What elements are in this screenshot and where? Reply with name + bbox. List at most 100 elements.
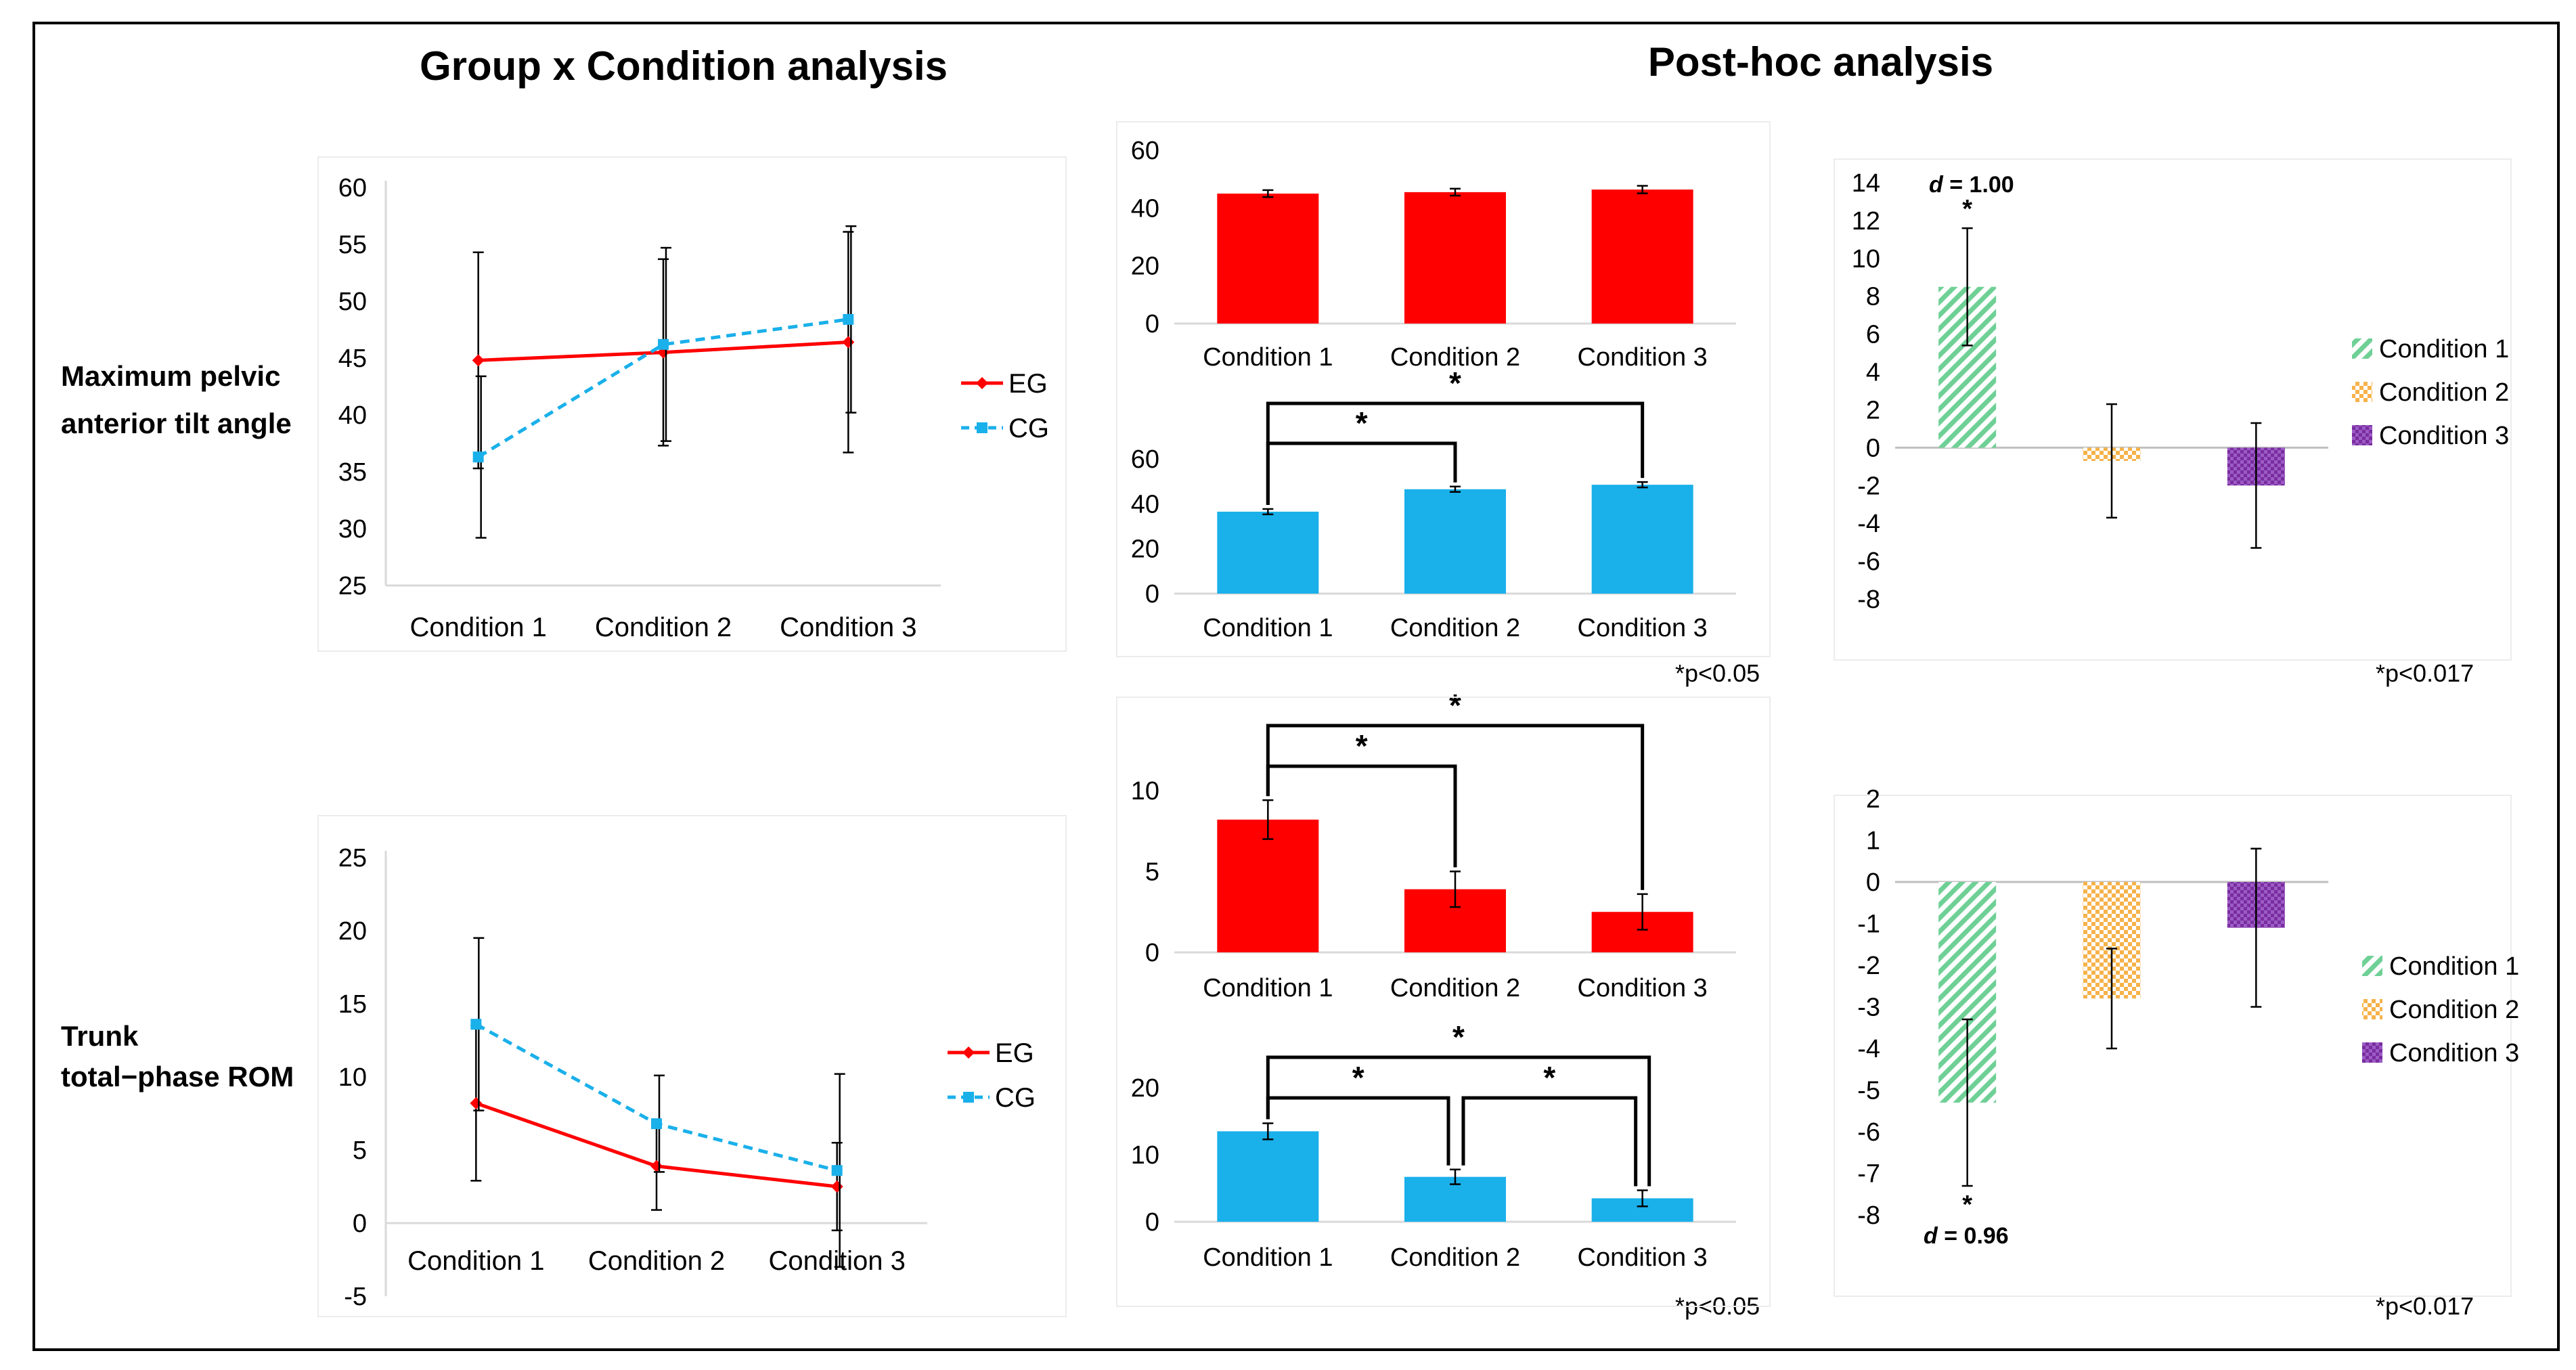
legend-swatch-condition-2 (2352, 382, 2372, 402)
legend-marker-cg (963, 1092, 974, 1103)
significance-bracket (1266, 1055, 1651, 1187)
y-tick-label: -4 (1857, 1035, 1880, 1063)
x-tick-label: Condition 1 (1203, 1243, 1333, 1272)
y-tick-label: 20 (338, 917, 367, 946)
significance-star: * (1356, 728, 1368, 764)
x-tick-label: Condition 3 (1578, 974, 1708, 1002)
chart-pelvic-group-condition: 60 55 50 45 40 35 30 25 Condition 1 Condition 2 Co… (317, 156, 1067, 652)
bar-1 (1217, 1131, 1319, 1222)
y-tick-label: 8 (1866, 283, 1880, 311)
significance-bracket (1266, 724, 1645, 890)
chart-frame (317, 156, 1067, 652)
legend-label-cg: CG (995, 1083, 1036, 1113)
y-tick-label: 2 (1866, 396, 1880, 424)
x-tick-label: Condition 2 (1390, 614, 1520, 642)
chart-trunk-cg-posthoc: 20 10 0 Condition 1 Condition 2 Condition 3 * *… (1131, 1019, 1736, 1272)
y-tick-label: 12 (1852, 207, 1880, 236)
y-tick-label: -5 (1857, 1077, 1880, 1105)
y-tick-label: 6 (1866, 321, 1880, 349)
x-tick-label: Condition 3 (780, 613, 916, 642)
y-tick-label: 40 (1131, 490, 1159, 518)
chart-frame (317, 815, 1067, 1317)
y-tick-label: 0 (1866, 868, 1880, 897)
legend-swatch-condition-3 (2362, 1042, 2382, 1063)
legend-swatch-condition-3 (2352, 425, 2372, 445)
y-tick-label: 10 (1852, 245, 1880, 273)
y-tick-label: 10 (338, 1063, 367, 1092)
y-tick-label: 4 (1866, 359, 1880, 387)
x-tick-label: Condition 3 (768, 1246, 905, 1276)
data-point-cg (651, 1118, 662, 1130)
chart-trunk-group-condition: 25 20 15 10 5 0 -5 Condition 1 Condition 2 Condit… (317, 815, 1067, 1317)
y-tick-label: 60 (338, 174, 367, 202)
row1-label-line1: Maximum pelvic (61, 360, 280, 392)
significance-star: * (1962, 1191, 1972, 1219)
x-tick-label: Condition 1 (1203, 343, 1333, 372)
y-tick-label: 20 (1131, 535, 1159, 564)
y-tick-label: 25 (338, 572, 367, 600)
y-tick-label: 25 (338, 844, 367, 872)
y-tick-label: 0 (1145, 310, 1159, 338)
legend-marker-cg (977, 422, 987, 433)
data-point-cg (843, 313, 854, 325)
chart-pelvic-cg-posthoc: 60 40 20 0 Condition 1 Condition 2 Condition 3… (1131, 366, 1736, 642)
data-point-cg (470, 1019, 482, 1030)
significance-star: * (1356, 405, 1368, 441)
y-tick-label: -7 (1857, 1160, 1880, 1189)
y-tick-label: 0 (1866, 434, 1880, 462)
x-tick-label: Condition 1 (1203, 974, 1333, 1002)
chart-trunk-difference: 2 1 0 -1 -2 -3 -4 -5 -6 -7 -8 Condition 1 Condition … (1834, 785, 2519, 1297)
y-tick-label: -8 (1857, 1201, 1880, 1230)
significance-bracket (1461, 1096, 1638, 1187)
y-tick-label: 60 (1131, 137, 1159, 165)
y-tick-label: 0 (1145, 939, 1159, 967)
x-tick-label: Condition 2 (588, 1246, 725, 1276)
legend-label-condition-3: Condition 3 (2379, 422, 2509, 450)
y-tick-label: -6 (1857, 1118, 1880, 1147)
bar-1 (1217, 511, 1319, 594)
note-pvalue-005-top: *p<0.05 (1675, 659, 1760, 687)
bar-2 (1404, 489, 1506, 594)
significance-star: * (1449, 366, 1461, 401)
legend-swatch-condition-2 (2362, 999, 2382, 1019)
x-tick-label: Condition 1 (1203, 614, 1333, 642)
data-point-cg (472, 451, 484, 463)
y-tick-label: 10 (1131, 1141, 1159, 1170)
significance-star: * (1449, 688, 1461, 723)
legend-swatch-condition-1 (2362, 956, 2382, 976)
significance-star: * (1452, 1019, 1465, 1055)
effect-size-label: d = 1.00 (1929, 172, 2014, 198)
significance-star: * (1352, 1060, 1364, 1095)
y-tick-label: -2 (1857, 472, 1880, 500)
legend-label-cg: CG (1008, 414, 1049, 443)
y-tick-label: -1 (1857, 910, 1880, 939)
x-tick-label: Condition 2 (595, 613, 732, 642)
right-title: Post-hoc analysis (1648, 39, 1993, 85)
effect-size-value: = 1.00 (1943, 172, 2014, 198)
y-tick-label: 30 (338, 515, 367, 544)
y-tick-label: 60 (1131, 445, 1159, 474)
figure-border (32, 22, 2560, 1351)
chart-frame (1834, 795, 2512, 1297)
x-tick-label: Condition 3 (1578, 1243, 1708, 1272)
bar-1 (1217, 194, 1319, 324)
y-tick-label: 15 (338, 990, 367, 1019)
y-tick-label: 40 (1131, 194, 1159, 223)
legend-swatch-condition-1 (2352, 338, 2372, 359)
y-tick-label: -2 (1857, 952, 1880, 980)
y-tick-label: 20 (1131, 252, 1159, 281)
y-tick-label: -6 (1857, 548, 1880, 576)
effect-size-label: d = 0.96 (1924, 1223, 2009, 1249)
effect-size-symbol: d (1929, 172, 1944, 198)
x-tick-label: Condition 3 (1578, 614, 1708, 642)
row2-label-line2: total−phase ROM (61, 1061, 294, 1092)
chart-trunk-eg-posthoc: 10 5 0 Condition 1 Condition 2 Condition 3 * * (1116, 688, 1771, 1307)
chart-frame (1116, 697, 1771, 1307)
bar-3 (1591, 485, 1693, 594)
legend-label-condition-1: Condition 1 (2379, 335, 2509, 363)
y-tick-label: 2 (1866, 785, 1880, 814)
bar-1 (1217, 819, 1319, 952)
y-tick-label: -4 (1857, 510, 1880, 538)
legend-label-condition-2: Condition 2 (2389, 996, 2519, 1024)
y-tick-label: 35 (338, 458, 367, 487)
